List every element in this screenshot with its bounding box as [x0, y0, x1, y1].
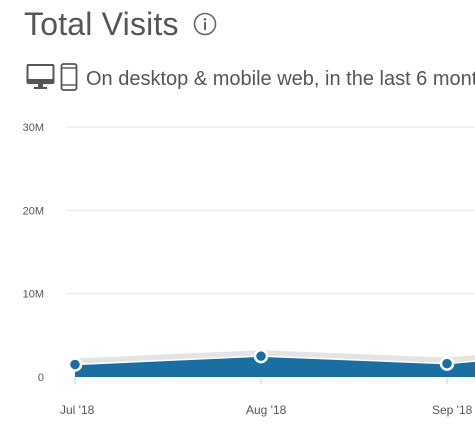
mobile-icon	[60, 62, 78, 96]
data-point[interactable]	[67, 357, 83, 372]
x-axis-tick-labels: Jul '18 Aug '18 Sep '18	[60, 403, 473, 417]
y-tick-label: 30M	[23, 122, 44, 134]
x-tick-label: Jul '18	[60, 403, 95, 417]
title-row: Total Visits	[24, 4, 217, 44]
subtitle-row: On desktop & mobile web, in the last 6 m…	[26, 62, 475, 96]
y-tick-label: 10M	[23, 289, 44, 301]
y-tick-label: 0	[38, 372, 44, 384]
x-tick-label: Aug '18	[246, 403, 287, 417]
y-tick-label: 20M	[23, 205, 44, 217]
data-point[interactable]	[439, 356, 455, 371]
x-axis-ticks	[74, 378, 448, 384]
grid-layer	[66, 126, 475, 295]
y-axis-tick-labels: 0 10M 20M 30M	[23, 122, 44, 384]
desktop-icon	[26, 63, 56, 96]
series-area-layer	[74, 350, 475, 377]
x-tick-label: Sep '18	[432, 403, 473, 417]
series-points-layer	[67, 348, 455, 372]
info-icon[interactable]	[193, 12, 217, 36]
data-point[interactable]	[253, 348, 269, 364]
chart-title: Total Visits	[24, 5, 179, 42]
chart-subtitle: On desktop & mobile web, in the last 6 m…	[86, 67, 475, 90]
